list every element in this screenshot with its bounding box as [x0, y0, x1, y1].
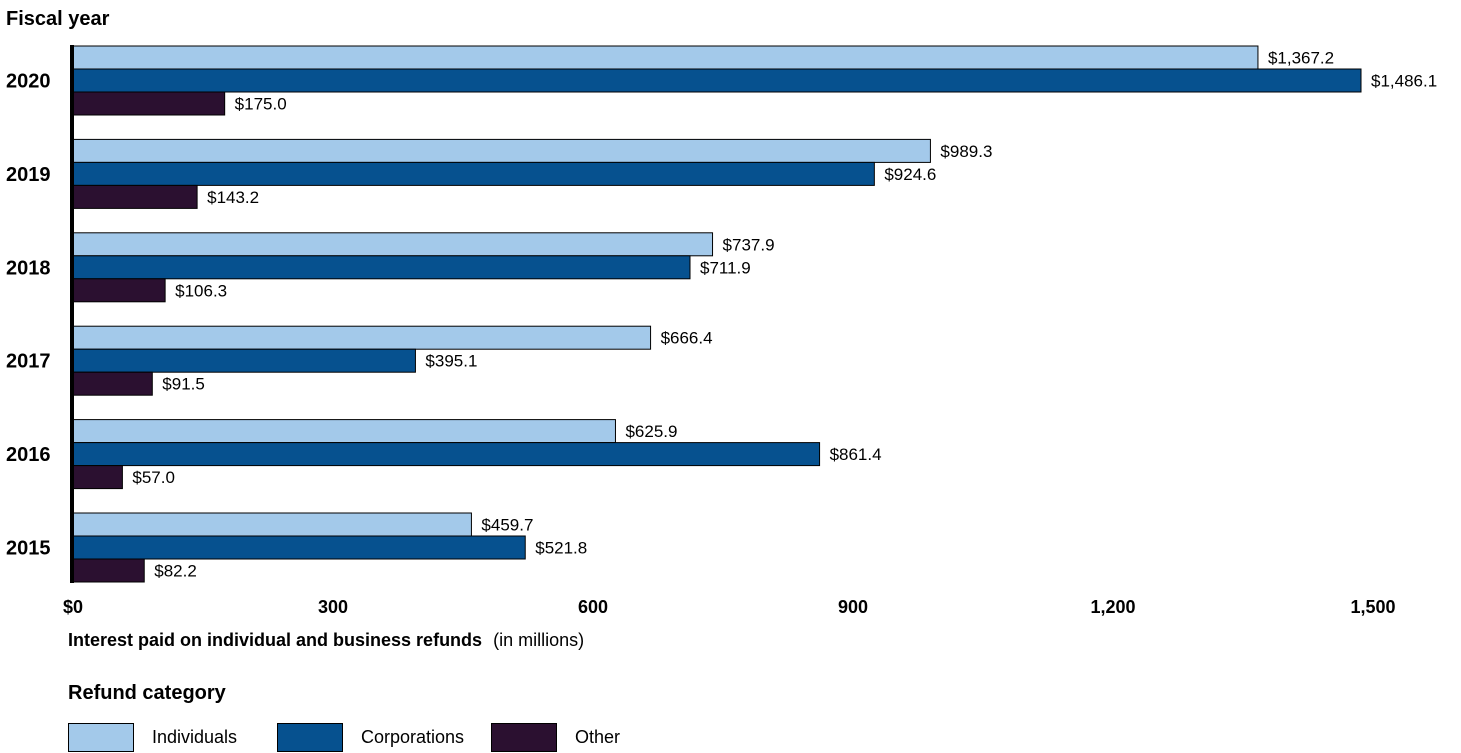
bar-individuals-2018: [72, 232, 714, 257]
data-label-other-2018: $106.3: [175, 281, 227, 300]
bar-individuals-2015: [72, 512, 472, 537]
data-label-other-2020: $175.0: [235, 95, 287, 114]
data-label-corporations-2018: $711.9: [700, 258, 751, 277]
data-label-other-2019: $143.2: [207, 188, 259, 207]
bar-other-2019: [72, 184, 198, 209]
data-label-individuals-2017: $666.4: [661, 329, 713, 348]
category-label-2019: 2019: [6, 164, 51, 186]
data-label-corporations-2015: $521.8: [535, 539, 587, 558]
bar-corporations-2016: [72, 442, 821, 467]
x-tick-label-1-200: 1,200: [1091, 597, 1136, 617]
bar-individuals-2019: [72, 138, 931, 163]
data-label-individuals-2018: $737.9: [723, 235, 775, 254]
value-labels-layer: $1,367.2 $1,486.1 $175.0 $989.3$924.6 $143.2…: [132, 49, 1437, 581]
legend-item-other: Other: [491, 722, 620, 753]
x-axis-title-bold: Interest paid on individual and business…: [68, 630, 482, 650]
legend-item-individuals: Individuals: [68, 722, 237, 753]
legend-title: Refund category: [68, 682, 226, 704]
data-label-other-2017: $91.5: [162, 375, 205, 394]
data-label-corporations-2016: $861.4: [830, 445, 882, 464]
data-label-individuals-2016: $625.9: [625, 422, 677, 441]
category-label-2017: 2017: [6, 351, 51, 373]
x-tick-label-900: 900: [838, 597, 868, 617]
legend-label-individuals: Individuals: [152, 727, 238, 747]
data-label-individuals-2019: $989.3: [940, 142, 992, 161]
category-label-2018: 2018: [6, 257, 51, 279]
bar-other-2018: [72, 278, 166, 303]
bar-corporations-2018: [72, 255, 691, 280]
bar-individuals-2017: [72, 325, 652, 350]
data-label-other-2015: $82.2: [154, 562, 197, 581]
bar-individuals-2016: [72, 419, 616, 444]
bar-corporations-2019: [72, 161, 875, 186]
data-label-corporations-2017: $395.1: [425, 352, 477, 371]
x-tick-label--0: $0: [63, 597, 83, 617]
legend-label-corporations: Corporations: [361, 727, 465, 747]
bar-corporations-2020: [72, 68, 1362, 93]
y-axis-title: Fiscal year: [6, 8, 110, 30]
x-axis-title-unit: (in millions): [493, 630, 584, 650]
legend-item-corporations: Corporations: [277, 722, 464, 753]
data-label-corporations-2020: $1,486.1: [1371, 72, 1437, 91]
data-label-individuals-2020: $1,367.2: [1268, 49, 1334, 68]
bar-other-2016: [72, 465, 123, 490]
legend-swatch-corporations: [277, 723, 343, 752]
data-label-corporations-2019: $924.6: [884, 165, 936, 184]
bar-other-2017: [72, 371, 153, 396]
bar-individuals-2020: [72, 45, 1259, 70]
bar-corporations-2017: [72, 348, 416, 373]
bar-other-2020: [72, 91, 226, 116]
category-label-2015: 2015: [6, 538, 51, 560]
legend: Refund category Individuals Corporations…: [68, 682, 768, 753]
category-labels-layer: 2020 2019 2018 2017 2016 2015: [6, 71, 51, 560]
bar-chart: Fiscal year $1,367.2 $1,486.1 $175.0 $989.3…: [6, 8, 1437, 650]
category-label-2016: 2016: [6, 444, 51, 466]
legend-swatch-individuals: [68, 723, 134, 752]
tick-labels-layer: $0 300 600 900 1,200 1,500: [63, 597, 1396, 617]
data-label-other-2016: $57.0: [132, 468, 175, 487]
x-tick-label-600: 600: [578, 597, 608, 617]
x-tick-label-1-500: 1,500: [1351, 597, 1396, 617]
legend-swatch-other: [491, 723, 557, 752]
legend-label-other: Other: [575, 727, 621, 747]
bar-other-2015: [72, 558, 145, 583]
category-label-2020: 2020: [6, 71, 51, 93]
bar-corporations-2015: [72, 535, 526, 560]
x-tick-label-300: 300: [318, 597, 348, 617]
bars-layer: [72, 45, 1362, 583]
x-axis-title: Interest paid on individual and business…: [68, 630, 584, 650]
data-label-individuals-2015: $459.7: [481, 516, 533, 535]
